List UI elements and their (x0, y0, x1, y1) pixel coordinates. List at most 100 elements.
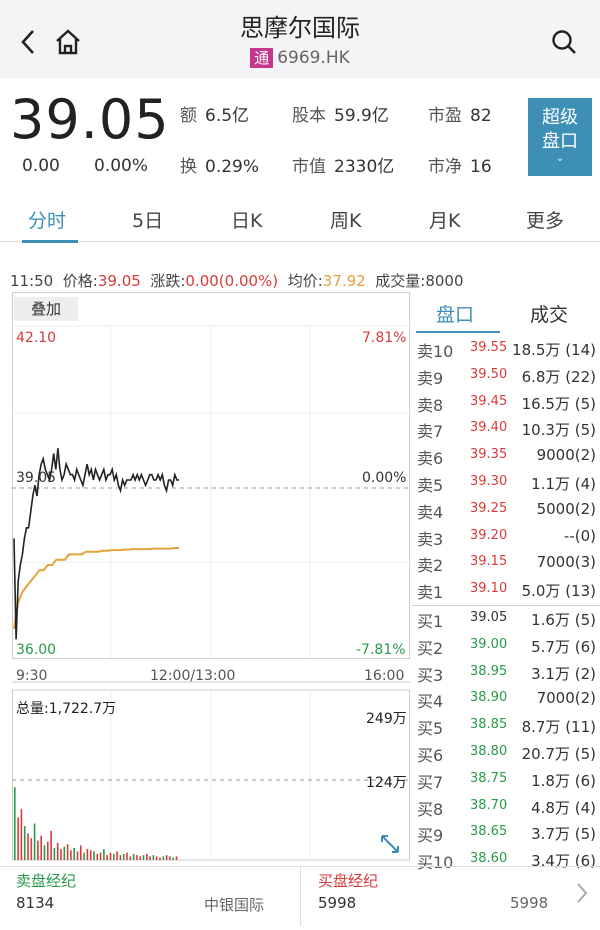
chevron-down-icon: ⌄ (555, 153, 565, 164)
expand-icon[interactable] (378, 832, 402, 856)
tab-more[interactable]: 更多 (526, 210, 565, 232)
bid-row[interactable]: 买8 38.70 4.8万 (4) (412, 794, 600, 821)
volume-bar (139, 856, 141, 860)
volume-mid-label: 124万 (366, 775, 407, 791)
ob-side-label: 卖10 (417, 342, 454, 361)
ob-volume: 5.0万 (13) (521, 582, 596, 601)
super-btn-line2: 盘口 (542, 131, 578, 152)
bid-row[interactable]: 买3 38.95 3.1万 (2) (412, 660, 600, 687)
y-low-label: 36.00 (16, 642, 57, 658)
ask-row[interactable]: 卖5 39.30 1.1万 (4) (412, 470, 600, 497)
stat-turnover-rate: 换 0.29% (180, 157, 260, 177)
bid-row[interactable]: 买6 38.80 20.7万 (5) (412, 740, 600, 767)
x-mid-label: 12:00/13:00 (150, 668, 236, 684)
volume-bar (159, 857, 161, 860)
volume-bar (53, 847, 56, 860)
tab-weekly-k[interactable]: 周K (330, 210, 362, 232)
volume-bar (155, 856, 158, 860)
volume-bars (14, 787, 178, 860)
tab-5day[interactable]: 5日 (132, 210, 164, 232)
ob-volume: 8.7万 (11) (521, 718, 596, 737)
home-icon[interactable] (50, 24, 86, 60)
bid-row[interactable]: 买1 39.05 1.6万 (5) (412, 606, 600, 633)
ask-row[interactable]: 卖7 39.40 10.3万 (5) (412, 416, 600, 443)
y-mid-label: 39.05 (16, 470, 57, 486)
stat-turnover: 额 6.5亿 (180, 106, 250, 126)
volume-bar (73, 847, 75, 860)
volume-bar (146, 853, 148, 860)
info-vol-label: 成交量: (375, 272, 426, 290)
volume-bar (132, 853, 135, 860)
ask-row[interactable]: 卖10 39.55 18.5万 (14) (412, 336, 600, 363)
bid-row[interactable]: 买7 38.75 1.8万 (6) (412, 767, 600, 794)
super-btn-line1: 超级 (542, 107, 578, 128)
volume-bar (23, 826, 26, 860)
volume-bar (86, 849, 89, 860)
ask-row[interactable]: 卖3 39.20 --(0) (412, 524, 600, 551)
tab-trades[interactable]: 成交 (530, 304, 569, 326)
chevron-right-icon[interactable] (574, 880, 590, 906)
stat-market-cap: 市值 2330亿 (292, 157, 395, 177)
ask-row[interactable]: 卖4 39.25 5000(2) (412, 497, 600, 524)
bid-row[interactable]: 买5 38.85 8.7万 (11) (412, 713, 600, 740)
ob-price: 39.40 (470, 420, 508, 436)
y-high-label: 42.10 (16, 330, 57, 346)
back-icon[interactable] (10, 24, 46, 60)
ob-price: 39.05 (470, 610, 508, 625)
tab-monthly-k[interactable]: 月K (429, 210, 461, 232)
info-time: 11:50 (10, 272, 54, 290)
ob-side-label: 买4 (417, 692, 444, 712)
ob-price: 39.15 (470, 554, 508, 570)
orderbook-divider (412, 605, 600, 606)
volume-bar (106, 855, 108, 860)
tab-orderbook[interactable]: 盘口 (436, 304, 475, 326)
ob-price: 38.80 (470, 744, 508, 759)
ob-price: 38.85 (470, 717, 508, 733)
bid-row[interactable]: 买9 38.65 3.7万 (5) (412, 820, 600, 847)
ob-side-label: 卖1 (417, 583, 444, 603)
ob-price: 38.90 (470, 690, 508, 706)
ob-side-label: 买2 (417, 638, 444, 658)
ob-side-label: 买3 (417, 665, 444, 685)
ob-volume: 4.8万 (4) (531, 798, 596, 817)
ob-volume: 3.1万 (2) (531, 664, 596, 683)
volume-bar (149, 856, 151, 860)
volume-bar (50, 830, 52, 860)
volume-high-label: 249万 (366, 711, 407, 727)
ask-row[interactable]: 卖1 39.10 5.0万 (13) (412, 577, 600, 604)
search-icon[interactable] (546, 24, 582, 60)
intraday-chart[interactable] (12, 292, 410, 862)
bid-row[interactable]: 买2 39.00 5.7万 (6) (412, 633, 600, 660)
bid-row[interactable]: 买4 38.90 7000(2) (412, 686, 600, 713)
volume-bar (60, 849, 62, 860)
ob-side-label: 卖9 (417, 368, 444, 388)
volume-bar (93, 851, 95, 860)
sell-broker-code: 8134 (16, 894, 55, 912)
crosshair-info: 11:50 价格:39.05 涨跌:0.00(0.00%) 均价:37.92 成… (10, 270, 464, 291)
ob-volume: 20.7万 (5) (521, 745, 596, 763)
ask-row[interactable]: 卖8 39.45 16.5万 (5) (412, 390, 600, 417)
ob-side-label: 买9 (417, 826, 444, 846)
ob-side-label: 卖7 (417, 422, 444, 442)
ask-row[interactable]: 卖2 39.15 7000(3) (412, 550, 600, 577)
super-orderbook-button[interactable]: 超级 盘口 ⌄ (528, 98, 592, 176)
ob-side-label: 买5 (417, 719, 444, 739)
ask-row[interactable]: 卖9 39.50 6.8万 (22) (412, 363, 600, 390)
tab-daily-k[interactable]: 日K (231, 210, 263, 232)
overlay-button[interactable]: 叠加 (14, 297, 78, 321)
ob-volume: 3.4万 (6) (531, 852, 596, 871)
x-end-label: 16:00 (364, 668, 405, 684)
ob-price: 39.25 (470, 500, 508, 516)
bid-row[interactable]: 买10 38.60 3.4万 (6) (412, 847, 600, 874)
ob-volume: 18.5万 (14) (512, 341, 596, 359)
volume-bar (30, 838, 33, 860)
ob-price: 38.95 (470, 663, 508, 679)
tab-intraday[interactable]: 分时 (28, 210, 67, 232)
ob-side-label: 卖5 (417, 476, 444, 495)
ask-row[interactable]: 卖6 39.35 9000(2) (412, 443, 600, 470)
stat-pb: 市净 16 (428, 157, 492, 177)
ob-price: 38.60 (470, 851, 508, 867)
volume-bar (70, 850, 72, 860)
ob-price: 39.30 (470, 474, 508, 489)
